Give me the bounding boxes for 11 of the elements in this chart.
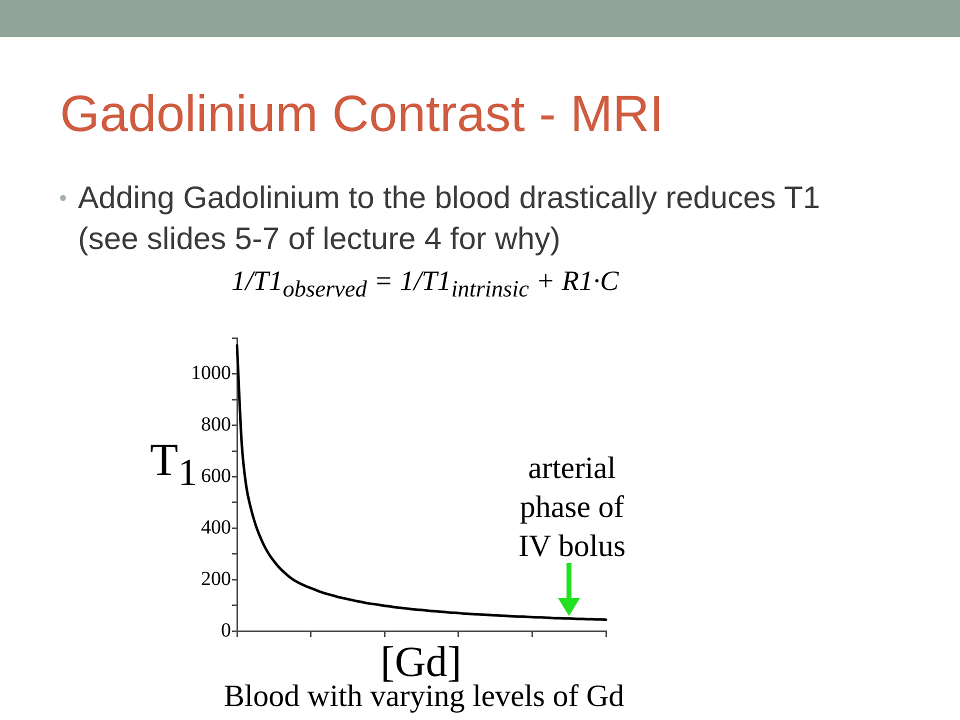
y-tick-label: 0	[221, 619, 231, 642]
chart-title: Gadolinium Contrast - MRI	[60, 85, 664, 142]
y-tick-label: 200	[201, 568, 231, 590]
text: 1/T1$_{observed}$ = 1/T1$_{intrinsic}$ + R1·C	[231, 266, 619, 303]
chart-subtitle: Adding Gadolinium to the blood drastically reduces T1 (see slides 5-7 of lecture 4 for why)	[78, 179, 822, 258]
annotation: arterial phase of IV bolus	[517, 449, 627, 565]
y-axis-title: T$_{1}$	[150, 434, 198, 494]
y-tick-label: 1000	[191, 362, 231, 384]
y-tick-label: 400	[201, 516, 231, 538]
y-tick-label: 600	[201, 465, 231, 488]
y-tick-label: 800	[201, 414, 231, 436]
